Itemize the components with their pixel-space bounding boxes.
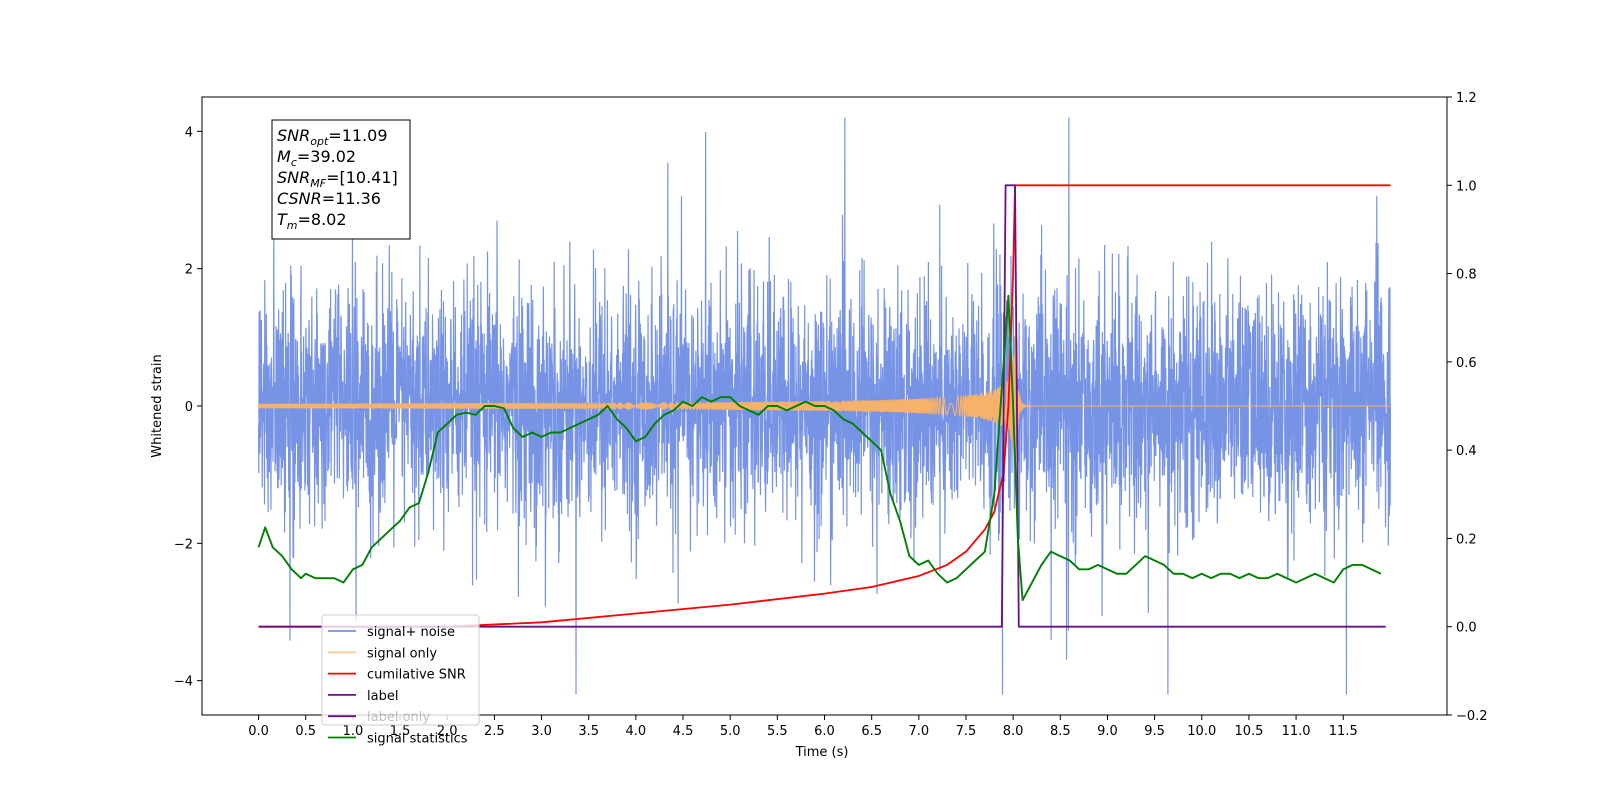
x-axis-ticks: 0.0 0.5 1.0 1.5 2.0 2.5 3.0 3.5 4.0 4.5 5.0 5.5 6.0 6… (248, 715, 1358, 739)
y-tick-label: 2 (185, 263, 193, 278)
x-tick-label: 0.5 (295, 724, 316, 739)
x-tick-label: 3.5 (578, 724, 599, 739)
x-tick-label: 6.5 (861, 724, 882, 739)
annotation-line: Mc=39.02 (277, 147, 356, 169)
y2-tick-label: 0.6 (1456, 356, 1477, 371)
y-tick-label: −2 (174, 537, 193, 552)
x-tick-label: 5.5 (767, 724, 788, 739)
x-tick-label: 5.0 (720, 724, 741, 739)
x-tick-label: 2.5 (484, 724, 505, 739)
y2-tick-label: −0.2 (1456, 709, 1488, 724)
y2-axis-ticks: −0.2 0.0 0.2 0.4 0.6 0.8 1.0 1.2 (1447, 91, 1488, 724)
legend-entry-label: signal statistics (367, 732, 468, 747)
legend-entry-label: label only (367, 710, 430, 725)
x-tick-label: 7.0 (908, 724, 929, 739)
series-signal-noise (257, 117, 1392, 695)
x-tick-label: 7.5 (956, 724, 977, 739)
y2-tick-label: 0.4 (1456, 444, 1477, 459)
x-axis-label: Time (s) (795, 745, 849, 760)
x-tick-label: 10.5 (1234, 724, 1263, 739)
x-tick-label: 6.0 (814, 724, 835, 739)
annotation-line: SNRopt=11.09 (277, 126, 388, 148)
y-tick-label: −4 (174, 675, 193, 690)
x-tick-label: 2.0 (437, 724, 458, 739)
y-axis-ticks: −4 −2 0 2 4 (174, 125, 202, 690)
y2-tick-label: 0.8 (1456, 268, 1477, 283)
x-tick-label: 1.0 (343, 724, 364, 739)
x-tick-label: 4.5 (673, 724, 694, 739)
series-signal-statistics (257, 294, 1382, 602)
x-tick-label: 9.0 (1097, 724, 1118, 739)
annotation-line: CSNR=11.36 (277, 189, 381, 208)
x-tick-label: 11.0 (1282, 724, 1311, 739)
y2-tick-label: 1.2 (1456, 91, 1477, 106)
y2-tick-label: 0.2 (1456, 532, 1477, 547)
series-cumulative-snr (258, 184, 1391, 628)
stats-annotation-box: SNRopt=11.09Mc=39.02SNRMF=[10.41]CSNR=11… (271, 119, 411, 240)
x-tick-label: 0.0 (248, 724, 269, 739)
y2-tick-label: 0.0 (1456, 621, 1477, 636)
x-tick-label: 9.5 (1144, 724, 1165, 739)
x-tick-label: 10.0 (1187, 724, 1216, 739)
annotation-line: Tm=8.02 (277, 210, 347, 232)
y2-tick-label: 1.0 (1456, 179, 1477, 194)
y-tick-label: 4 (185, 125, 193, 140)
legend-entry-label: label (367, 689, 398, 704)
legend: signal+ noise signal only cumilative SNR la… (321, 614, 480, 747)
x-tick-label: 4.0 (626, 724, 647, 739)
plot-area (257, 117, 1392, 695)
x-tick-label: 11.5 (1329, 724, 1358, 739)
x-tick-label: 3.0 (531, 724, 552, 739)
legend-entry-label: cumilative SNR (367, 668, 466, 683)
y-tick-label: 0 (185, 400, 193, 415)
x-tick-label: 1.5 (390, 724, 411, 739)
legend-entry-label: signal+ noise (367, 625, 455, 640)
annotation-line: SNRMF=[10.41] (277, 168, 398, 190)
series-label (258, 184, 1386, 628)
y-axis-label: Whitened strain (150, 354, 165, 457)
legend-entry-label: signal only (367, 646, 437, 661)
x-tick-label: 8.5 (1050, 724, 1071, 739)
x-tick-label: 8.0 (1003, 724, 1024, 739)
